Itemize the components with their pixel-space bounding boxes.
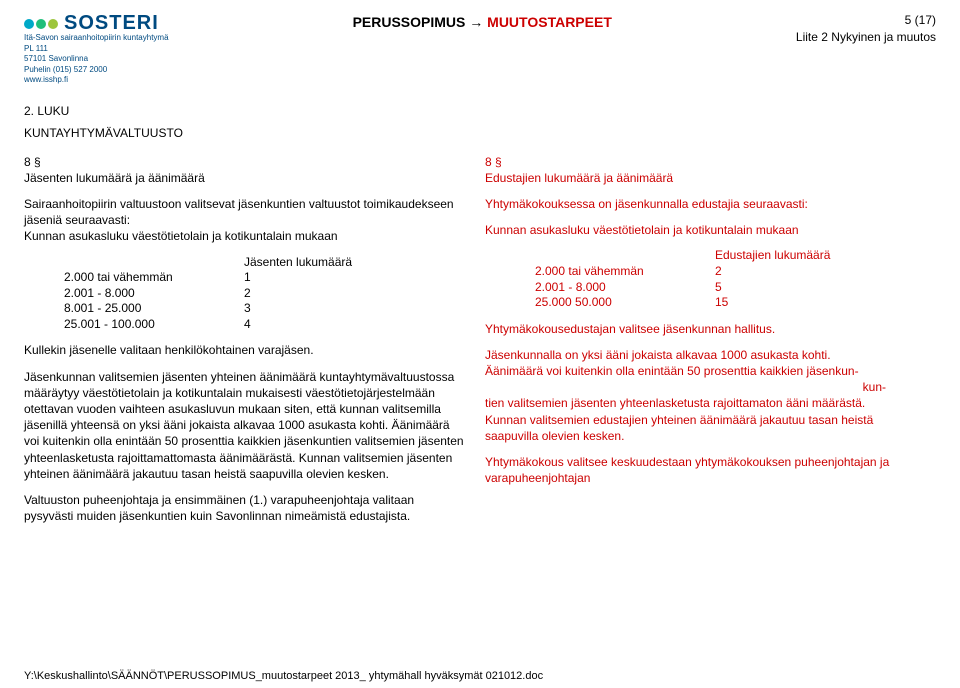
cell: 2.001 - 8.000: [64, 286, 244, 302]
count-header: Edustajien lukumäärä: [715, 248, 926, 264]
content: 2. LUKU KUNTAYHTYMÄVALTUUSTO 8 § Jäsente…: [24, 104, 936, 535]
text: Jäsenkunnalla on yksi ääni jokaista alka…: [485, 347, 926, 363]
cell: 2.001 - 8.000: [535, 280, 715, 296]
logo-subtitle: Itä-Savon sairaanhoitopiirin kuntayhtymä: [24, 33, 169, 42]
logo-text: SOSTERI: [64, 12, 159, 35]
logo-contact: PL 111 57101 Savonlinna Puhelin (015) 52…: [24, 44, 169, 86]
paragraph: Yhtymäkokousedustajan valitsee jäsenkunn…: [485, 321, 926, 337]
table-row: 2.001 - 8.0002: [64, 286, 465, 302]
cell: 15: [715, 295, 735, 311]
section-title: 8 § Edustajien lukumäärä ja äänimäärä: [485, 154, 926, 186]
title-left: PERUSSOPIMUS →: [353, 14, 488, 30]
contact-line: 57101 Savonlinna: [24, 54, 169, 64]
rep-count-table: Edustajien lukumäärä 2.000 tai vähemmän2…: [535, 248, 926, 310]
paragraph: Jäsenkunnan valitsemien jäsenten yhteine…: [24, 369, 465, 482]
text: Kunnan valitsemien edustajien yhteinen ä…: [485, 412, 926, 444]
cell: 2: [244, 286, 264, 302]
table-row: 25.000 50.00015: [535, 295, 926, 311]
cell: 2: [715, 264, 735, 280]
contact-line: Puhelin (015) 527 2000: [24, 65, 169, 75]
paragraph: Yhtymäkokous valitsee keskuudestaan yhty…: [485, 454, 926, 486]
cell: 2.000 tai vähemmän: [535, 264, 715, 280]
paragraph: Sairaanhoitopiirin valtuustoon valitseva…: [24, 196, 465, 245]
text: Kunnan asukasluku väestötietolain ja kot…: [24, 229, 338, 243]
cell: 25.001 - 100.000: [64, 317, 244, 333]
cell: 2.000 tai vähemmän: [64, 270, 244, 286]
column-changes: 8 § Edustajien lukumäärä ja äänimäärä Yh…: [479, 154, 936, 535]
paragraph: Valtuuston puheenjohtaja ja ensimmäinen …: [24, 492, 465, 524]
text: Äänimäärä voi kuitenkin olla enintään 50…: [485, 363, 926, 379]
text: Sairaanhoitopiirin valtuustoon valitseva…: [24, 197, 454, 227]
paragraph: Jäsenkunnalla on yksi ääni jokaista alka…: [485, 347, 926, 444]
header: SOSTERI Itä-Savon sairaanhoitopiirin kun…: [24, 12, 936, 86]
text: tien valitsemien jäsenten yhteenlasketus…: [485, 395, 926, 411]
cell: 8.001 - 25.000: [64, 301, 244, 317]
page-number: 5 (17): [796, 12, 936, 29]
header-right: 5 (17) Liite 2 Nykyinen ja muutos: [796, 12, 936, 46]
cell: 5: [715, 280, 735, 296]
cell: 4: [244, 317, 264, 333]
cell: 25.000 50.000: [535, 295, 715, 311]
table-row: 25.001 - 100.0004: [64, 317, 465, 333]
contact-line: PL 111: [24, 44, 169, 54]
logo-block: SOSTERI Itä-Savon sairaanhoitopiirin kun…: [24, 12, 169, 86]
cell: 1: [244, 270, 264, 286]
table-row: 2.000 tai vähemmän1: [64, 270, 465, 286]
section-subhead: KUNTAYHTYMÄVALTUUSTO: [24, 126, 936, 140]
paragraph: Kullekin jäsenelle valitaan henkilökohta…: [24, 342, 465, 358]
attachment-label: Liite 2 Nykyinen ja muutos: [796, 29, 936, 46]
contact-link[interactable]: www.isshp.fi: [24, 75, 169, 85]
section-title: 8 § Jäsenten lukumäärä ja äänimäärä: [24, 154, 465, 186]
table-row: 2.000 tai vähemmän2: [535, 264, 926, 280]
table-row: 2.001 - 8.0005: [535, 280, 926, 296]
logo-row: SOSTERI: [24, 12, 169, 35]
text: kun-: [485, 379, 926, 395]
footer-filepath: Y:\Keskushallinto\SÄÄNNÖT\PERUSSOPIMUS_m…: [24, 670, 543, 682]
column-current: 8 § Jäsenten lukumäärä ja äänimäärä Sair…: [24, 154, 479, 535]
two-columns: 8 § Jäsenten lukumäärä ja äänimäärä Sair…: [24, 154, 936, 535]
chapter-heading: 2. LUKU: [24, 104, 936, 118]
member-count-table: Jäsenten lukumäärä 2.000 tai vähemmän1 2…: [64, 255, 465, 333]
paragraph: Kunnan asukasluku väestötietolain ja kot…: [485, 222, 926, 238]
table-row: 8.001 - 25.0003: [64, 301, 465, 317]
paragraph: Yhtymäkokouksessa on jäsenkunnalla edust…: [485, 196, 926, 212]
title-red: MUUTOSTARPEET: [487, 14, 612, 30]
count-header: Jäsenten lukumäärä: [244, 255, 465, 271]
doc-title: PERUSSOPIMUS → MUUTOSTARPEET: [169, 12, 796, 30]
page: SOSTERI Itä-Savon sairaanhoitopiirin kun…: [0, 0, 960, 688]
cell: 3: [244, 301, 264, 317]
logo-icon: [24, 19, 58, 29]
